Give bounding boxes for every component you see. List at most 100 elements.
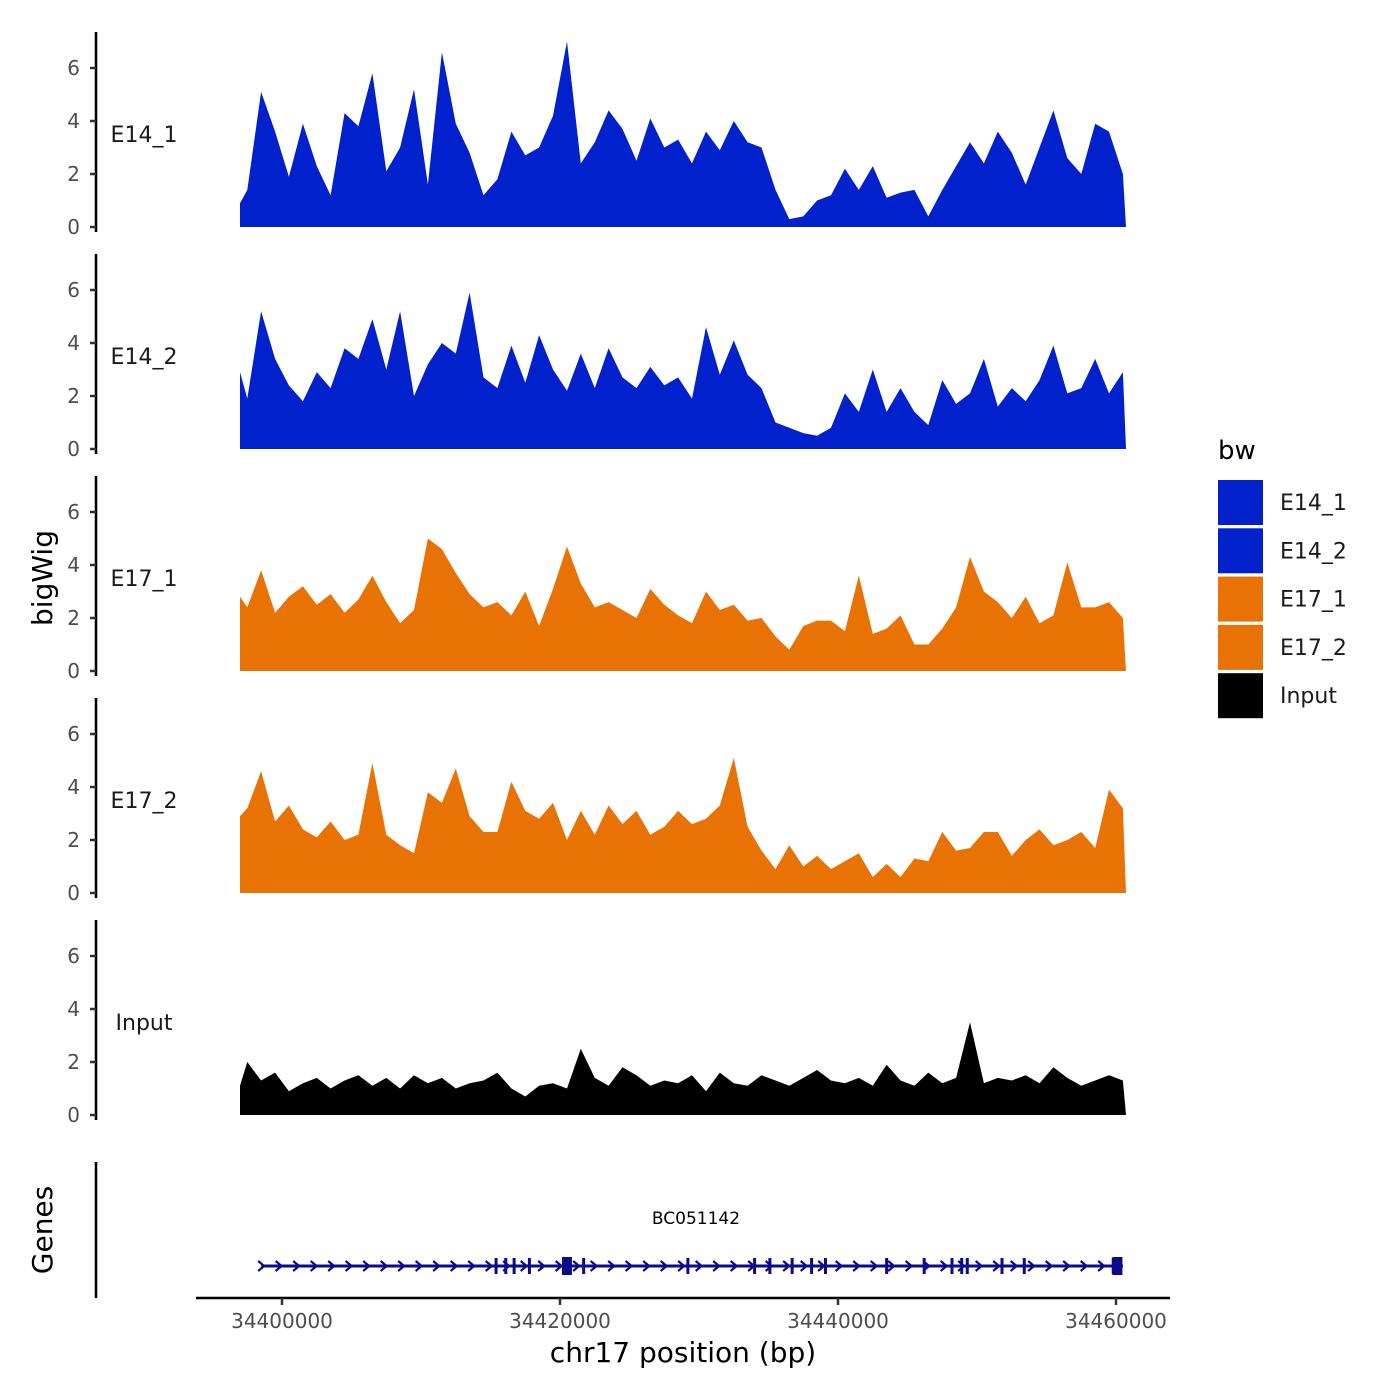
y-tick-label-e14-2-4: 4 <box>67 331 80 355</box>
y-tick-label-e17-2-4: 4 <box>67 775 80 799</box>
legend-swatch-e17-2 <box>1218 624 1263 670</box>
strand-arrow <box>729 1260 739 1272</box>
track-e14-1: 0 2 4 6 E14_1 <box>67 32 1126 239</box>
genes-panel: Genes BC051142 34400000 34420000 34440000 3… <box>26 1162 1170 1369</box>
strand-arrow <box>554 1260 564 1272</box>
strand-arrow <box>624 1260 634 1272</box>
y-tick-label-e17-2-6: 6 <box>67 722 80 746</box>
strand-arrow <box>694 1260 704 1272</box>
strand-arrow <box>992 1260 1001 1272</box>
exon-17 <box>965 1258 969 1274</box>
track-e17-2: 0 2 4 6 E17_2 <box>67 698 1126 905</box>
y-tick-label-e17-2-0: 0 <box>67 881 80 905</box>
track-e14-2: 0 2 4 6 E14_2 <box>67 254 1126 461</box>
strand-arrow <box>484 1260 494 1272</box>
area-e14-1 <box>240 41 1126 227</box>
y-tick-label-e14-1-6: 6 <box>67 56 80 80</box>
strand-arrow <box>677 1260 686 1272</box>
exon-15 <box>950 1258 954 1274</box>
strand-arrow <box>852 1260 861 1272</box>
y-tick-label-e17-1-6: 6 <box>67 500 80 524</box>
exon-8 <box>753 1258 757 1274</box>
track-label-e14-1: E14_1 <box>111 123 178 148</box>
strand-arrow <box>362 1260 371 1272</box>
y-tick-label-input-2: 2 <box>67 1050 80 1074</box>
y-tick-label-e17-1-2: 2 <box>67 606 80 630</box>
legend-label-e17-2: E17_2 <box>1280 636 1347 661</box>
strand-arrow <box>309 1260 319 1272</box>
y-tick-label-e14-1-2: 2 <box>67 162 80 186</box>
exon-3 <box>512 1258 516 1274</box>
x-tick-label-34440000: 34440000 <box>787 1309 889 1333</box>
exon-1 <box>494 1258 498 1274</box>
y-tick-label-e14-2-2: 2 <box>67 384 80 408</box>
track-label-input: Input <box>116 1011 173 1036</box>
legend-label-e17-1: E17_1 <box>1280 588 1347 613</box>
strand-arrow <box>799 1260 809 1272</box>
exon-14 <box>922 1258 926 1274</box>
legend-swatch-e14-2 <box>1218 528 1263 574</box>
strand-arrow <box>432 1260 441 1272</box>
track-input: 0 2 4 6 Input <box>67 920 1126 1127</box>
strand-arrow <box>642 1260 651 1272</box>
legend-label-input: Input <box>1280 684 1337 709</box>
legend-swatch-input <box>1218 673 1263 719</box>
legend-entries: E14_1 E14_2 E17_1 E17_2 Input <box>1218 480 1347 719</box>
y-tick-label-e14-1-0: 0 <box>67 215 80 239</box>
strand-arrow <box>764 1260 774 1272</box>
strand-arrow <box>1079 1260 1089 1272</box>
area-input <box>240 1022 1126 1115</box>
y-tick-label-input-0: 0 <box>67 1103 80 1127</box>
strand-arrow <box>974 1260 984 1272</box>
exon-18 <box>1000 1258 1004 1274</box>
legend: bw E14_1 E14_2 E17_1 E17_2 Input <box>1218 436 1347 719</box>
strand-arrow <box>379 1260 389 1272</box>
area-e14-2 <box>240 292 1126 449</box>
y-tick-label-input-4: 4 <box>67 997 80 1021</box>
strand-arrow <box>449 1260 459 1272</box>
strand-arrow <box>519 1260 529 1272</box>
exon-9 <box>768 1258 772 1274</box>
strand-arrow <box>939 1260 949 1272</box>
area-e17-1 <box>240 538 1126 671</box>
strand-arrow <box>257 1260 266 1272</box>
exon-12 <box>823 1258 827 1274</box>
strand-arrow <box>607 1260 616 1272</box>
track-e17-1: 0 2 4 6 E17_1 <box>67 476 1126 683</box>
exon-10 <box>790 1258 794 1274</box>
strand-arrow <box>1027 1260 1036 1272</box>
exon-4 <box>527 1258 531 1274</box>
exon-11 <box>810 1258 814 1274</box>
strand-arrow <box>782 1260 791 1272</box>
strand-arrow <box>1044 1260 1054 1272</box>
y-tick-label-e17-2-2: 2 <box>67 828 80 852</box>
strand-arrow <box>537 1260 546 1272</box>
exon-13 <box>885 1258 889 1274</box>
strand-arrow <box>1097 1260 1106 1272</box>
strand-arrow <box>869 1260 879 1272</box>
strand-arrow <box>887 1260 896 1272</box>
track-label-e17-2: E17_2 <box>111 789 178 814</box>
legend-swatch-e14-1 <box>1218 480 1263 525</box>
legend-swatch-e17-1 <box>1218 576 1263 622</box>
legend-label-e14-2: E14_2 <box>1280 539 1347 564</box>
strand-arrow <box>834 1260 844 1272</box>
strand-arrow <box>957 1260 966 1272</box>
strand-arrow <box>712 1260 721 1272</box>
y-tick-label-input-6: 6 <box>67 944 80 968</box>
x-axis-title: chr17 position (bp) <box>550 1336 816 1369</box>
coverage-tracks: 0 2 4 6 E14_1 0 2 4 6 E14_2 0 2 4 6 E17_1 0 2 4 6 E17_2 0 2 4 6… <box>67 32 1126 1127</box>
exon-16 <box>960 1258 964 1274</box>
y-axis-title: bigWig <box>26 530 59 626</box>
legend-label-e14-1: E14_1 <box>1280 491 1347 516</box>
y-tick-label-e17-1-4: 4 <box>67 553 80 577</box>
exon-2 <box>504 1258 508 1274</box>
strand-arrow <box>397 1260 406 1272</box>
exon-5 <box>561 1257 572 1275</box>
strand-arrow <box>292 1260 301 1272</box>
strand-arrow <box>274 1260 284 1272</box>
x-axis-ticks: 34400000 34420000 34440000 34460000 <box>231 1298 1167 1333</box>
x-tick-label-34420000: 34420000 <box>509 1309 611 1333</box>
exon-19 <box>1022 1258 1026 1274</box>
strand-arrow <box>327 1260 336 1272</box>
